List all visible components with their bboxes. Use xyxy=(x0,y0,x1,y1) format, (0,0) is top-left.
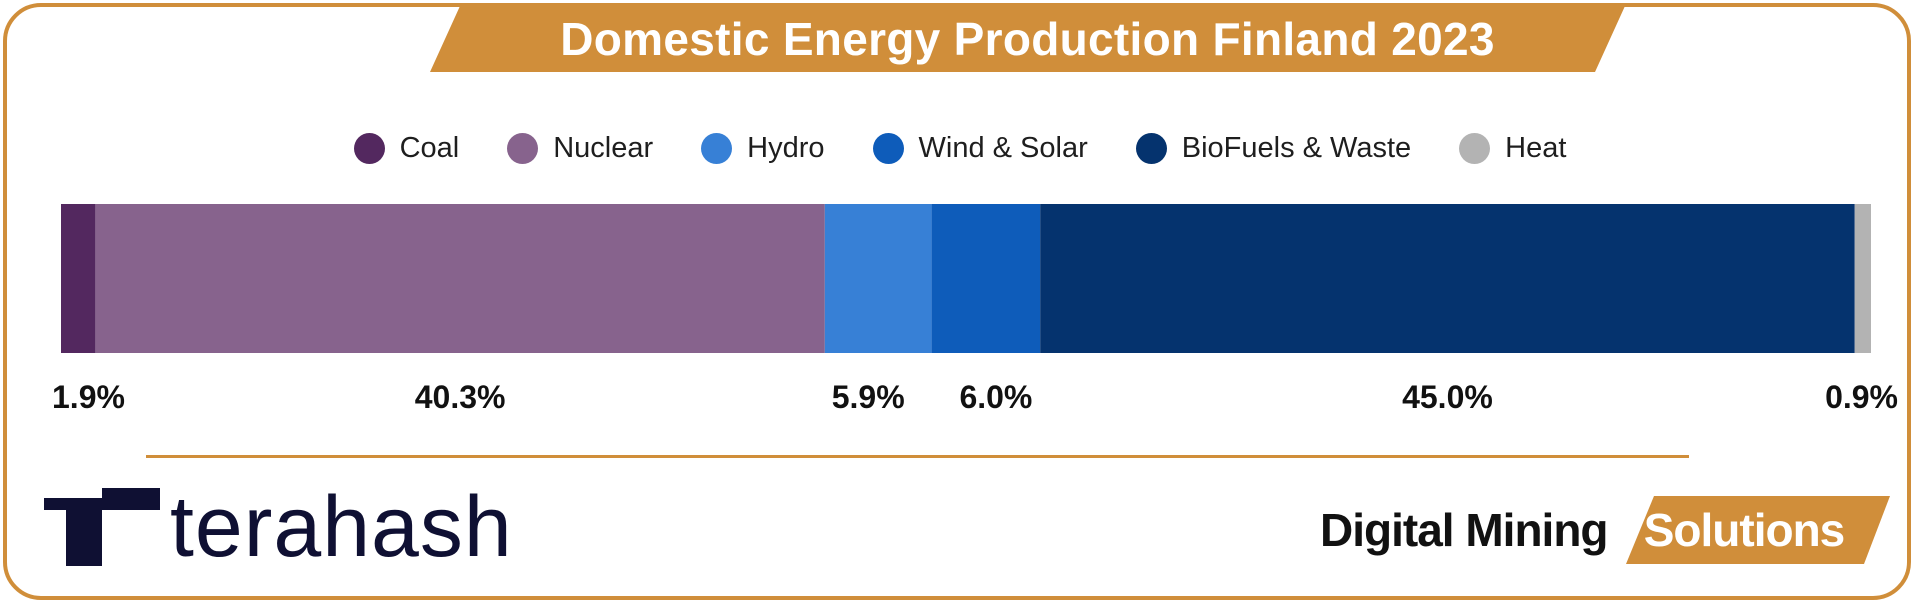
logo-solutions: Solutions xyxy=(1643,504,1846,556)
terahash-logo-mark xyxy=(44,488,160,566)
legend-item-nuclear: Nuclear xyxy=(507,132,653,165)
bar-segment-nuclear xyxy=(95,204,825,353)
legend-label: Hydro xyxy=(747,131,825,164)
legend-swatch xyxy=(353,132,385,164)
divider xyxy=(146,455,1689,458)
terahash-wordmark: terahash xyxy=(170,479,513,575)
data-label: 0.9% xyxy=(1825,379,1898,415)
logo-solutions-badge: Solutions xyxy=(1626,496,1890,564)
legend-swatch xyxy=(872,132,904,164)
legend-label: Nuclear xyxy=(553,131,654,164)
legend-label: BioFuels & Waste xyxy=(1181,131,1412,164)
legend-item-heat: Heat xyxy=(1459,132,1566,165)
bar-segment-hydro xyxy=(824,204,932,353)
legend-item-hydro: Hydro xyxy=(701,131,825,165)
terahash-logo: terahash xyxy=(44,482,564,572)
title-banner-shape xyxy=(430,6,1625,72)
logo-digital-mining: Digital Mining xyxy=(1320,504,1609,556)
stacked-bar-chart: 1.9% 40.3% 5.9% 6.0% 45.0% 0.9% xyxy=(52,204,1898,415)
legend: Coal Nuclear Hydro Wind & Solar BioFuels & W… xyxy=(0,120,1920,176)
bar-segment-wind-solar xyxy=(931,204,1041,353)
legend-label: Coal xyxy=(399,131,460,164)
chart-title: Domestic Energy Production Finland 2023 xyxy=(560,13,1495,65)
legend-item-wind-solar: Wind & Solar xyxy=(872,131,1088,165)
data-label: 5.9% xyxy=(832,379,905,415)
legend-swatch xyxy=(1135,132,1167,164)
legend-swatch xyxy=(701,132,733,164)
solutions-badge-shape xyxy=(1626,496,1890,564)
bar-segment-heat xyxy=(1854,204,1871,353)
legend-item-biofuels-waste: BioFuels & Waste xyxy=(1135,131,1412,165)
data-label: 45.0% xyxy=(1402,379,1493,415)
bar-segment-coal xyxy=(61,204,96,353)
data-label: 1.9% xyxy=(52,379,125,415)
digital-mining-solutions-logo: Digital Mining Solutions xyxy=(1320,496,1890,566)
bar-segment-biofuels-waste xyxy=(1040,204,1855,353)
legend-label: Heat xyxy=(1505,131,1567,164)
legend-swatch xyxy=(507,132,539,164)
title-banner: Domestic Energy Production Finland 2023 xyxy=(430,6,1625,72)
data-label: 6.0% xyxy=(959,379,1032,415)
chart-frame xyxy=(3,3,1911,600)
data-label: 40.3% xyxy=(415,379,506,415)
legend-item-coal: Coal xyxy=(353,131,460,165)
legend-swatch xyxy=(1459,132,1491,164)
legend-label: Wind & Solar xyxy=(918,131,1088,164)
